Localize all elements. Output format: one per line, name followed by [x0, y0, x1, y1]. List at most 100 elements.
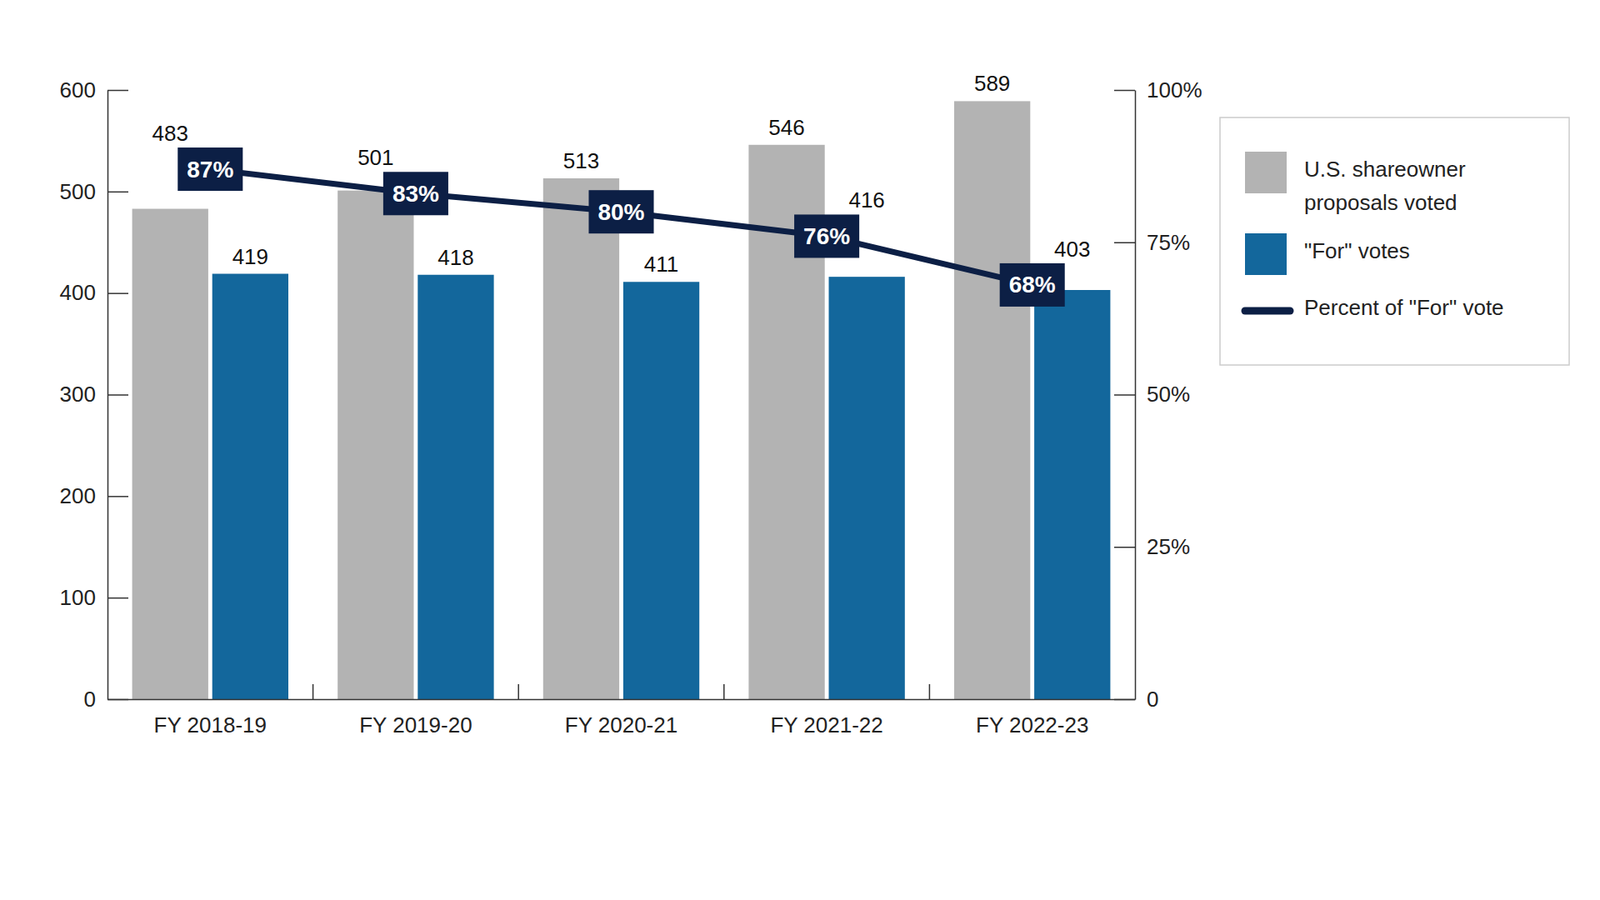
y-tick-label: 400 — [60, 280, 96, 305]
y2-tick-label: 50% — [1146, 381, 1190, 407]
x-tick-label: FY 2020-21 — [565, 712, 678, 738]
legend-entry: U.S. shareowner proposals voted — [1245, 151, 1472, 215]
bar-data-label: 513 — [563, 148, 600, 174]
line-label-box — [794, 214, 860, 258]
y2-tick-mark — [1114, 546, 1135, 549]
x-tick: FY 2019-20 — [359, 712, 472, 738]
group-separator — [517, 684, 520, 700]
legend-box — [1220, 117, 1570, 365]
line-data-label: 87% — [186, 156, 234, 183]
bar-data-label: 419 — [232, 244, 269, 270]
group-separator — [929, 684, 931, 700]
line-label-box — [383, 171, 449, 215]
x-axis: FY 2018-19 FY 2019-20 FY 2020-21 FY 2021-22… — [108, 700, 1136, 739]
line-label-box — [177, 147, 243, 191]
legend-entry: "For" votes — [1245, 233, 1410, 275]
legend-label: U.S. shareowner proposals voted — [1304, 156, 1472, 215]
line-data-label: 83% — [392, 180, 440, 207]
line-label: 87% — [177, 147, 243, 191]
y-tick-mark — [107, 394, 129, 396]
x-tick: FY 2021-22 — [770, 712, 883, 738]
bar — [623, 281, 700, 700]
bar — [132, 209, 209, 700]
y2-tick-mark — [1114, 242, 1135, 245]
legend-swatch — [1245, 307, 1290, 315]
y2-tick: 50% — [1114, 381, 1190, 407]
bar-series — [132, 100, 1031, 700]
chart: 0 100 200 300 400 500 600 0 25% 50% 75% 100% FY 2018… — [0, 0, 1600, 900]
line-data-label: 80% — [597, 199, 645, 225]
line-label: 76% — [794, 214, 860, 258]
bar-labels: 483 501 513 546 589 419 418 411 416 403 — [152, 70, 1091, 277]
bar-data-label: 418 — [437, 245, 474, 270]
y-tick: 400 — [60, 280, 129, 305]
bar — [829, 276, 905, 700]
y-tick: 500 — [60, 179, 129, 205]
line-data-label: 68% — [1009, 271, 1056, 298]
x-axis-line — [108, 699, 1136, 701]
group-separator — [312, 684, 315, 700]
plot-marks — [132, 100, 1111, 700]
y-tick: 200 — [60, 483, 129, 509]
y-tick: 600 — [60, 77, 129, 103]
bar — [337, 190, 414, 700]
x-tick-label: FY 2022-23 — [975, 712, 1089, 738]
bar-data-label: 589 — [974, 70, 1010, 96]
y-axis: 0 100 200 300 400 500 600 — [60, 77, 129, 712]
y2-tick-label: 75% — [1146, 230, 1190, 255]
bar-data-label: 546 — [768, 115, 805, 140]
bar-data-label: 411 — [644, 251, 679, 277]
y-tick-mark — [107, 90, 129, 92]
y-tick-label: 600 — [60, 77, 96, 103]
y2-tick-label: 0 — [1146, 686, 1159, 712]
y2-tick: 25% — [1114, 534, 1190, 560]
y2-tick-mark — [1114, 394, 1135, 396]
line-label: 68% — [1000, 263, 1065, 307]
x-tick-label: FY 2019-20 — [359, 712, 472, 738]
y2-tick-label: 25% — [1146, 534, 1190, 560]
y-tick-label: 0 — [84, 686, 96, 712]
line-data-label: 76% — [803, 223, 850, 250]
legend-label: Percent of "For" vote — [1304, 295, 1505, 320]
bar — [212, 274, 289, 700]
y2-tick-label: 100% — [1146, 77, 1203, 103]
line-label-box — [1000, 263, 1065, 307]
bar — [543, 178, 620, 700]
line-label-box — [588, 190, 654, 234]
bar — [417, 275, 494, 700]
bar — [1034, 290, 1110, 700]
y-tick-label: 300 — [60, 381, 96, 407]
y2-tick-mark — [1114, 90, 1135, 92]
y-tick-mark — [107, 292, 129, 295]
line-label: 80% — [588, 190, 654, 234]
y2-tick: 75% — [1114, 230, 1190, 255]
line-labels: 87% 83% 80% 76% 68% — [177, 147, 1065, 307]
y2-axis: 0 25% 50% 75% 100% — [1114, 77, 1203, 712]
legend: U.S. shareowner proposals voted "For" vot… — [1220, 117, 1570, 365]
x-tick: FY 2020-21 — [565, 712, 678, 738]
y-tick: 300 — [60, 381, 129, 407]
line-label: 83% — [383, 171, 449, 215]
bar — [954, 100, 1030, 700]
legend-swatch — [1245, 233, 1287, 275]
y-tick-mark — [107, 191, 129, 194]
y-tick: 100 — [60, 585, 129, 610]
x-tick: FY 2018-19 — [154, 712, 267, 738]
x-tick-label: FY 2021-22 — [770, 712, 883, 738]
bar-series — [212, 274, 1111, 700]
y-tick-label: 100 — [60, 585, 96, 610]
bar-data-label: 416 — [848, 187, 885, 213]
bar-data-label: 501 — [357, 145, 394, 170]
legend-label: "For" votes — [1304, 238, 1410, 264]
line — [210, 169, 1032, 285]
y2-tick: 100% — [1114, 77, 1203, 103]
bar-data-label: 403 — [1054, 236, 1090, 262]
x-tick-label: FY 2018-19 — [154, 712, 267, 738]
y-tick-label: 200 — [60, 483, 96, 509]
legend-swatch — [1245, 151, 1287, 194]
x-tick: FY 2022-23 — [975, 712, 1089, 738]
y-tick-mark — [107, 495, 129, 498]
group-separator — [723, 684, 725, 700]
bar-data-label: 483 — [152, 120, 189, 146]
y-tick-mark — [107, 597, 129, 600]
